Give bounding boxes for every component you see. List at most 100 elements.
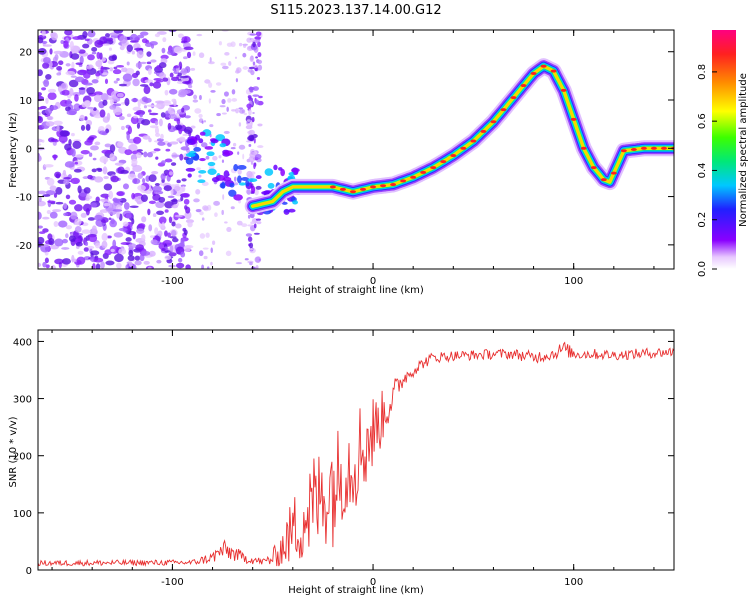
signal-blob [283,208,290,215]
noise-blob [92,263,96,269]
noise-blob [82,203,92,212]
noise-blob [131,72,139,78]
noise-blob [252,111,255,114]
noise-blob [182,227,187,232]
noise-blob [126,44,133,52]
noise-blob [147,104,156,108]
noise-blob [120,169,129,174]
noise-blob [119,45,125,51]
signal-blob [233,194,243,201]
ridge-peak [390,183,397,187]
signal-blob [250,185,256,194]
noise-blob [38,236,45,245]
noise-blob [241,109,244,114]
noise-blob [65,194,71,200]
noise-blob [86,65,93,70]
ridge-peak [360,187,367,191]
noise-blob [219,105,226,108]
noise-blob [101,240,108,249]
colorbar-tick-label: 0.6 [697,113,708,129]
noise-blob [148,224,153,232]
noise-blob [124,149,133,156]
noise-blob [109,144,116,153]
noise-blob [232,142,237,147]
noise-blob [160,133,164,140]
noise-blob [198,174,202,178]
noise-blob [87,245,95,250]
noise-blob [248,144,252,147]
noise-blob [149,125,159,129]
noise-blob [101,149,112,154]
noise-blob [184,205,188,210]
noise-blob [221,112,227,115]
noise-blob [61,89,71,96]
noise-blob [56,66,63,71]
noise-blob [228,61,232,66]
noise-blob [69,41,74,50]
noise-blob [250,221,255,225]
noise-blob [157,230,163,237]
noise-blob [110,175,119,183]
noise-blob [181,107,185,113]
noise-blob [180,196,184,202]
ridge-peak [590,166,597,170]
signal-blob [220,181,226,189]
noise-blob [53,120,63,126]
ridge-peak [430,166,437,170]
noise-blob [193,94,198,100]
noise-blob [74,161,79,165]
noise-blob [168,252,177,257]
noise-blob [53,220,59,227]
spec-xtick-label: -100 [161,276,184,287]
noise-blob [203,120,207,123]
signal-blob [237,164,247,170]
ridge-peak [660,146,667,150]
noise-blob [71,148,76,157]
noise-blob [221,209,224,216]
noise-blob [162,101,172,106]
noise-blob [65,70,76,76]
noise-blob [136,50,144,59]
noise-blob [193,198,200,203]
noise-blob [116,262,122,269]
noise-blob [155,80,164,83]
snr-ytick-label: 100 [13,509,32,520]
noise-blob [55,186,63,195]
noise-blob [136,122,141,129]
noise-blob [74,94,79,102]
spectrogram-image [38,30,674,269]
noise-blob [152,81,162,89]
noise-blob [210,247,213,254]
noise-blob [91,79,99,84]
signal-blob [199,131,206,136]
noise-blob [201,120,204,124]
noise-blob [131,218,135,225]
signal-blob [280,168,285,177]
signal-blob [233,164,239,172]
noise-blob [128,143,138,152]
noise-blob [101,72,109,76]
noise-blob [104,143,112,148]
noise-blob [185,219,195,224]
noise-blob [84,140,93,146]
noise-blob [88,234,98,243]
noise-blob [95,60,103,68]
noise-blob [246,170,253,178]
noise-blob [58,220,68,228]
noise-blob [90,145,99,151]
noise-blob [162,77,169,82]
signal-blob [207,168,217,175]
signal-blob [288,208,296,213]
noise-blob [129,261,133,268]
noise-blob [100,261,105,269]
noise-blob [87,217,95,221]
noise-blob [87,174,93,180]
snr-series-line [38,341,674,567]
noise-blob [69,88,74,97]
noise-blob [198,250,204,257]
noise-blob [136,200,142,205]
noise-blob [143,98,152,103]
noise-blob [173,65,179,69]
noise-blob [105,33,110,38]
noise-blob [154,183,160,187]
